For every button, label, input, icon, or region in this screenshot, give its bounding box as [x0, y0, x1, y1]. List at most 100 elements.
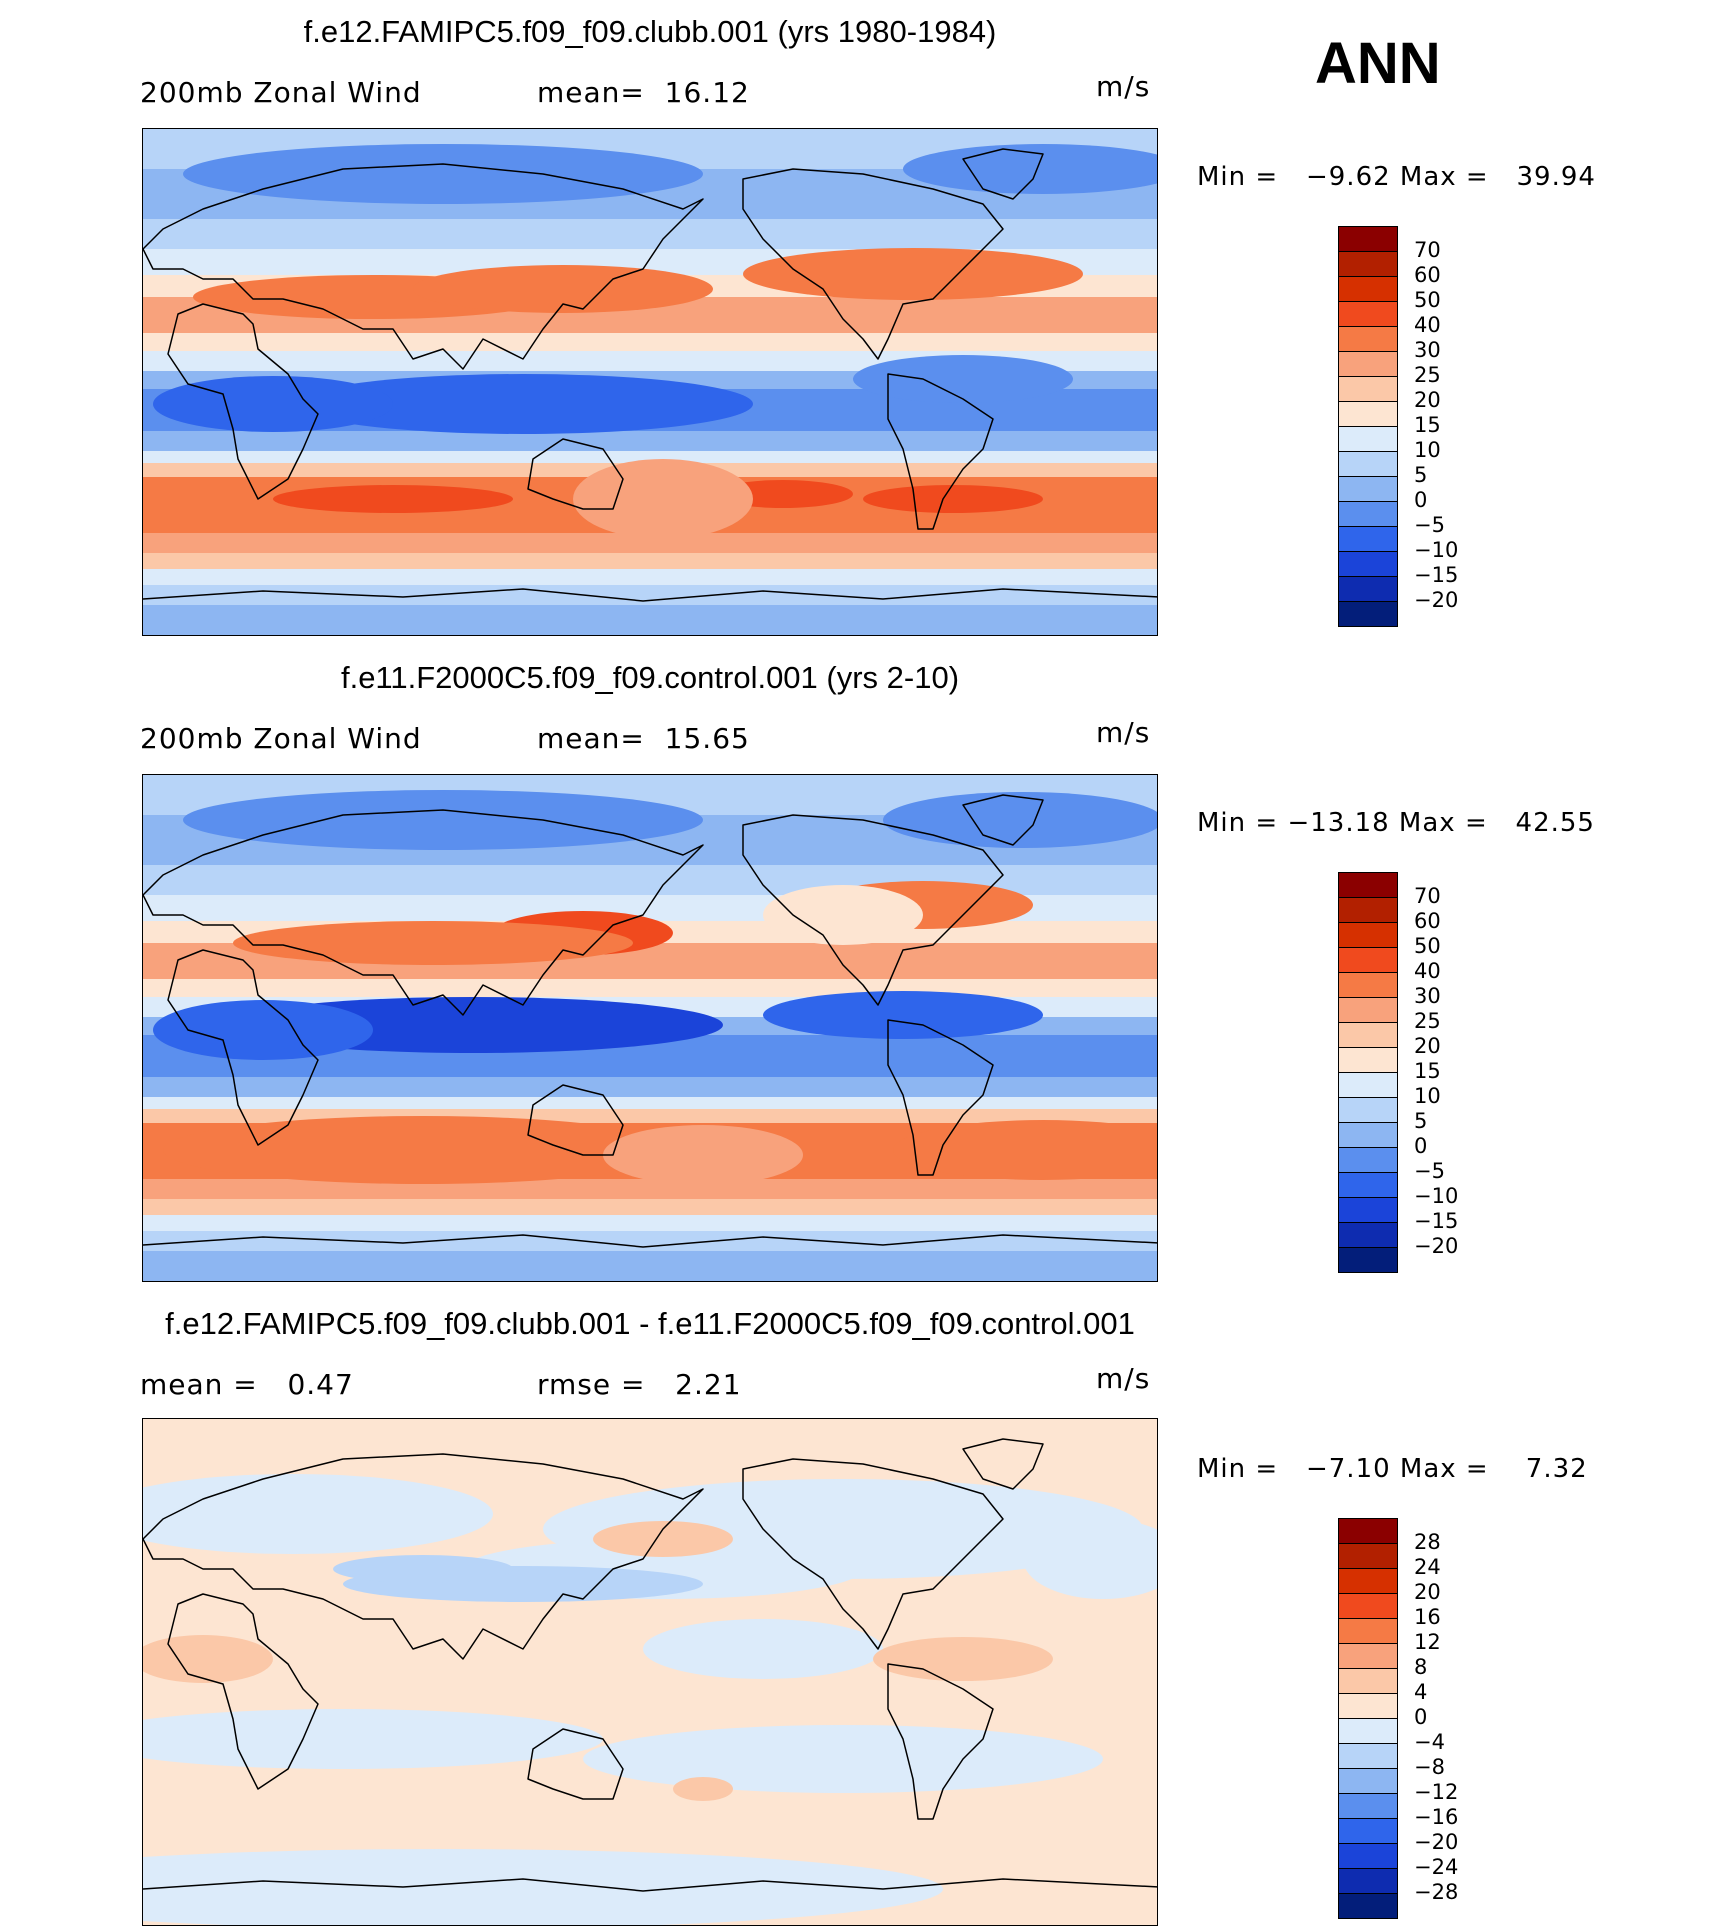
contour-region: [873, 1637, 1053, 1681]
colorbar-swatch: [1338, 897, 1398, 923]
contour-band: [143, 1077, 1157, 1099]
panel-3-mean: mean = 0.47: [140, 1368, 354, 1401]
colorbar-swatch: [1338, 1147, 1398, 1173]
colorbar-swatch: [1338, 1768, 1398, 1794]
coastline: [742, 1458, 1004, 1650]
contour-region: [233, 921, 633, 965]
panel-2-map: [142, 774, 1158, 1282]
contour-region: [143, 1635, 273, 1683]
contour-region: [643, 1619, 883, 1679]
colorbar-swatch: [1338, 526, 1398, 552]
contour-band: [143, 1097, 1157, 1111]
panel-3-minmax: Min = −7.10 Max = 7.32: [1197, 1454, 1588, 1484]
map-canvas: [143, 1419, 1157, 1925]
colorbar-swatch: [1338, 576, 1398, 602]
contour-region: [143, 1849, 943, 1925]
colorbar-swatch: [1338, 1568, 1398, 1594]
colorbar-level-label: 12: [1414, 1630, 1441, 1654]
contour-region: [413, 265, 713, 313]
season-label: ANN: [1315, 31, 1441, 96]
colorbar-level-label: −15: [1414, 563, 1459, 587]
contour-band: [143, 333, 1157, 353]
colorbar-level-label: 10: [1414, 438, 1441, 462]
colorbar-swatch: [1338, 1518, 1398, 1544]
colorbar-swatch: [1338, 1618, 1398, 1644]
coastline: [962, 1438, 1044, 1490]
contour-band: [143, 585, 1157, 607]
colorbar-level-label: 15: [1414, 413, 1441, 437]
coastline: [143, 1234, 1157, 1248]
colorbar-level-label: 70: [1414, 238, 1441, 262]
panel-1-title: f.e12.FAMIPC5.f09_f09.clubb.001 (yrs 198…: [303, 14, 997, 49]
contour-region: [883, 792, 1157, 848]
colorbar-swatch: [1338, 1893, 1398, 1919]
colorbar-level-label: 30: [1414, 338, 1441, 362]
contour-region: [903, 144, 1157, 194]
colorbar-swatch: [1338, 1172, 1398, 1198]
contour-region: [1023, 1519, 1157, 1599]
coastline: [143, 588, 1157, 602]
colorbar-swatch: [1338, 351, 1398, 377]
contour-region: [143, 1474, 493, 1554]
contour-region: [163, 1116, 683, 1184]
colorbar-level-label: 25: [1414, 363, 1441, 387]
colorbar-swatch: [1338, 1818, 1398, 1844]
contour-region: [293, 374, 753, 434]
contour-region: [763, 885, 923, 945]
contour-region: [183, 144, 703, 204]
colorbar-swatch: [1338, 551, 1398, 577]
contour-region: [853, 355, 1073, 403]
colorbar-swatch: [1338, 1643, 1398, 1669]
contour-band: [143, 979, 1157, 999]
colorbar-swatch: [1338, 476, 1398, 502]
colorbar-level-label: −15: [1414, 1209, 1459, 1233]
panel-2-mean: mean= 15.65: [537, 722, 750, 755]
contour-region: [153, 376, 393, 432]
colorbar-level-label: −10: [1414, 538, 1459, 562]
colorbar-level-label: 40: [1414, 959, 1441, 983]
colorbar-swatch: [1338, 401, 1398, 427]
panel-1-colorbar: 70 60 50 40 30 25 20 15 10 5 0 −5 −10 −15 −20: [1338, 226, 1458, 627]
contour-band: [143, 569, 1157, 587]
colorbar-swatch: [1338, 501, 1398, 527]
colorbar-swatch: [1338, 972, 1398, 998]
contour-region: [673, 1777, 733, 1801]
contour-region: [143, 1709, 603, 1769]
colorbar-swatch: [1338, 947, 1398, 973]
panel-1-minmax: Min = −9.62 Max = 39.94: [1197, 162, 1596, 192]
colorbar-level-label: −16: [1414, 1805, 1459, 1829]
coastline: [527, 1084, 624, 1156]
colorbar-swatch: [1338, 1843, 1398, 1869]
colorbar-swatch: [1338, 1222, 1398, 1248]
colorbar-swatch: [1338, 326, 1398, 352]
colorbar-level-label: 0: [1414, 488, 1428, 512]
contour-region: [183, 790, 703, 850]
colorbar-swatch: [1338, 1197, 1398, 1223]
colorbar-level-label: 50: [1414, 288, 1441, 312]
colorbar-swatch: [1338, 1793, 1398, 1819]
contour-band: [143, 553, 1157, 571]
panel-2-colorbar: 70 60 50 40 30 25 20 15 10 5 0 −5 −10 −15 −20: [1338, 872, 1458, 1273]
colorbar-level-label: 8: [1414, 1655, 1428, 1679]
colorbar-level-label: −5: [1414, 1159, 1445, 1183]
coastline: [167, 303, 319, 500]
coastline: [143, 809, 704, 1016]
coastline: [887, 373, 994, 530]
colorbar-level-label: −12: [1414, 1780, 1459, 1804]
colorbar-swatch: [1338, 1022, 1398, 1048]
colorbar-swatch: [1338, 1122, 1398, 1148]
colorbar-level-label: 15: [1414, 1059, 1441, 1083]
contour-band: [143, 1179, 1157, 1201]
contour-region: [593, 1521, 733, 1557]
colorbar-swatch: [1338, 1097, 1398, 1123]
colorbar-level-label: 60: [1414, 909, 1441, 933]
colorbar-swatch: [1338, 1668, 1398, 1694]
colorbar-level-label: 50: [1414, 934, 1441, 958]
panel-3-rmse: rmse = 2.21: [537, 1368, 742, 1401]
colorbar-swatch: [1338, 276, 1398, 302]
contour-region: [763, 991, 1043, 1039]
contour-region: [573, 459, 753, 539]
contour-band: [143, 1215, 1157, 1233]
colorbar-swatch: [1338, 301, 1398, 327]
colorbar-level-label: 20: [1414, 1580, 1441, 1604]
